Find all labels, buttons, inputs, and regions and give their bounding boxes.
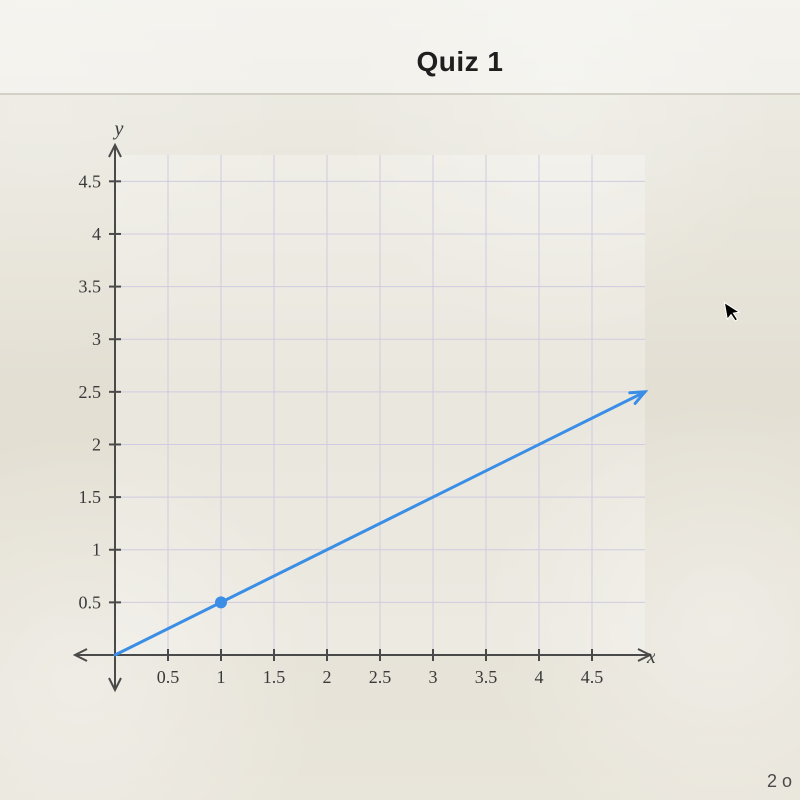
- page-title: Quiz 1: [0, 46, 800, 78]
- page-root: Quiz 1 0.5 1 1.5 2 2.5 3 3.5 4 4.5 0.5 1 1.5 2 2.5 3 3.…: [0, 0, 800, 800]
- line-chart: 0.5 1 1.5 2 2.5 3 3.5 4 4.5 0.5 1 1.5 2 2.5 3 3.5 4 4.5 y x: [55, 115, 655, 705]
- svg-text:2: 2: [92, 434, 101, 454]
- content-area: 0.5 1 1.5 2 2.5 3 3.5 4 4.5 0.5 1 1.5 2 2.5 3 3.5 4 4.5 y x: [0, 95, 800, 800]
- svg-text:3.5: 3.5: [475, 667, 498, 687]
- svg-text:2: 2: [323, 667, 332, 687]
- svg-text:0.5: 0.5: [157, 667, 180, 687]
- svg-text:0.5: 0.5: [79, 592, 102, 612]
- svg-text:4.5: 4.5: [581, 667, 604, 687]
- svg-text:y: y: [113, 118, 124, 140]
- svg-text:4: 4: [92, 224, 101, 244]
- header-bar: Quiz 1: [0, 0, 800, 95]
- svg-text:3: 3: [92, 329, 101, 349]
- svg-text:2.5: 2.5: [369, 667, 392, 687]
- svg-text:1: 1: [92, 540, 101, 560]
- footer-text: 2 o: [767, 771, 792, 792]
- svg-text:2.5: 2.5: [79, 382, 102, 402]
- svg-text:4: 4: [535, 667, 544, 687]
- svg-text:1.5: 1.5: [263, 667, 286, 687]
- svg-text:3.5: 3.5: [79, 277, 102, 297]
- svg-text:4.5: 4.5: [79, 171, 102, 191]
- svg-text:3: 3: [429, 667, 438, 687]
- svg-text:1: 1: [217, 667, 226, 687]
- svg-text:1.5: 1.5: [79, 487, 102, 507]
- cursor-icon: [723, 299, 745, 324]
- svg-text:x: x: [646, 646, 655, 668]
- chart-container: 0.5 1 1.5 2 2.5 3 3.5 4 4.5 0.5 1 1.5 2 2.5 3 3.5 4 4.5 y x: [55, 115, 655, 705]
